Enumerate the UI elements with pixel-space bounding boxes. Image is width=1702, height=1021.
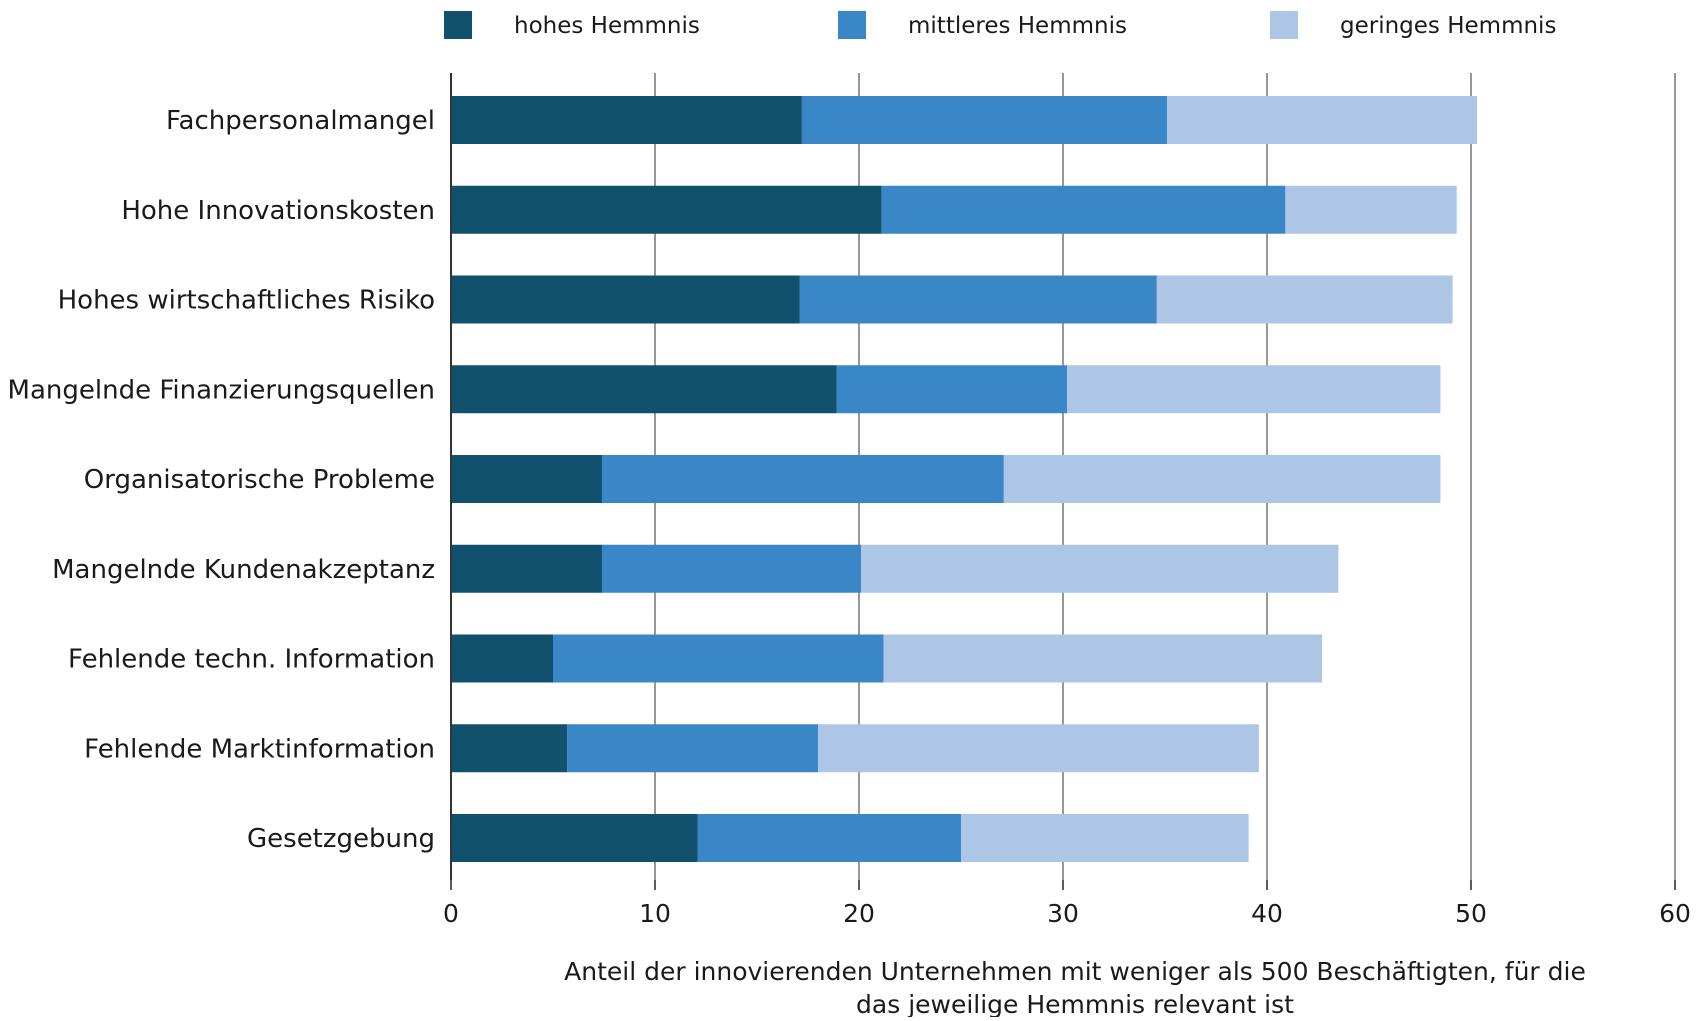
- legend-swatch-hohes-hemmnis: [444, 11, 472, 39]
- bar-gesetzgebung-mittleres-hemmnis: [697, 814, 961, 862]
- category-label-hohe-innovationskosten: Hohe Innovationskosten: [121, 196, 435, 226]
- bar-organisatorische-probleme-hohes-hemmnis: [451, 455, 602, 503]
- category-label-fehlende-marktinformation: Fehlende Marktinformation: [84, 734, 435, 764]
- bar-fachpersonalmangel-geringes-hemmnis: [1167, 96, 1478, 144]
- bar-gesetzgebung-hohes-hemmnis: [451, 814, 698, 862]
- category-label-hohes-wirtschaftliches-risiko: Hohes wirtschaftliches Risiko: [58, 286, 435, 316]
- bar-fehlende-marktinformation-geringes-hemmnis: [818, 724, 1259, 773]
- bars: [451, 96, 1478, 862]
- x-tick-label-0: 0: [443, 899, 459, 928]
- bar-group-fehlende-marktinformation: [451, 724, 1259, 773]
- bar-group-hohes-wirtschaftliches-risiko: [451, 275, 1453, 324]
- legend-swatch-mittleres-hemmnis: [838, 11, 866, 39]
- x-tick-label-60: 60: [1659, 899, 1691, 928]
- category-labels: Fachpersonalmangel Hohe Innovationskosten…: [8, 106, 435, 854]
- category-label-mangelnde-kundenakzeptanz: Mangelnde Kundenakzeptanz: [52, 555, 435, 585]
- axes: [450, 73, 1676, 890]
- legend: hohes Hemmnis mittleres Hemmnis geringes H…: [444, 11, 1556, 39]
- bar-fehlende-marktinformation-hohes-hemmnis: [451, 724, 568, 773]
- bar-group-hohe-innovationskosten: [451, 185, 1457, 234]
- bar-group-mangelnde-finanzierungsquellen: [451, 365, 1441, 414]
- bar-hohes-wirtschaftliches-risiko-hohes-hemmnis: [451, 275, 800, 324]
- bar-group-organisatorische-probleme: [451, 455, 1441, 503]
- bar-mangelnde-finanzierungsquellen-mittleres-hemmnis: [836, 365, 1068, 414]
- legend-label-hohes-hemmnis: hohes Hemmnis: [514, 13, 700, 39]
- bar-group-gesetzgebung: [451, 814, 1249, 862]
- bar-organisatorische-probleme-geringes-hemmnis: [1003, 455, 1441, 503]
- legend-label-geringes-hemmnis: geringes Hemmnis: [1340, 13, 1556, 39]
- x-axis-title-line-2: das jeweilige Hemmnis relevant ist: [856, 990, 1294, 1017]
- category-label-fachpersonalmangel: Fachpersonalmangel: [166, 106, 435, 136]
- x-tick-label-20: 20: [843, 899, 875, 928]
- bar-mangelnde-kundenakzeptanz-hohes-hemmnis: [451, 544, 602, 593]
- bar-group-mangelnde-kundenakzeptanz: [451, 544, 1339, 593]
- legend-item-geringes-hemmnis: geringes Hemmnis: [1270, 11, 1556, 39]
- bar-fehlende-techn-information-mittleres-hemmnis: [553, 634, 884, 683]
- bar-fehlende-techn-information-hohes-hemmnis: [451, 634, 553, 683]
- bar-hohe-innovationskosten-geringes-hemmnis: [1285, 185, 1457, 234]
- legend-item-hohes-hemmnis: hohes Hemmnis: [444, 11, 700, 39]
- bar-mangelnde-finanzierungsquellen-geringes-hemmnis: [1067, 365, 1441, 414]
- category-label-mangelnde-finanzierungsquellen: Mangelnde Finanzierungsquellen: [8, 375, 435, 405]
- x-tick-labels: 0 10 20 30 40 50 60: [443, 899, 1691, 928]
- x-axis-title: Anteil der innovierenden Unternehmen mit…: [564, 957, 1586, 1019]
- x-tick-label-10: 10: [639, 899, 671, 928]
- bar-group-fehlende-techn-information: [451, 634, 1323, 683]
- bar-group-fachpersonalmangel: [451, 96, 1478, 144]
- x-tick-label-30: 30: [1047, 899, 1079, 928]
- x-tick-label-50: 50: [1455, 899, 1487, 928]
- bar-hohe-innovationskosten-mittleres-hemmnis: [881, 185, 1286, 234]
- bar-hohe-innovationskosten-hohes-hemmnis: [451, 185, 882, 234]
- bar-fachpersonalmangel-hohes-hemmnis: [451, 96, 802, 144]
- bar-gesetzgebung-geringes-hemmnis: [961, 814, 1249, 862]
- bar-mangelnde-finanzierungsquellen-hohes-hemmnis: [451, 365, 837, 414]
- bar-hohes-wirtschaftliches-risiko-mittleres-hemmnis: [799, 275, 1157, 324]
- x-tick-label-40: 40: [1251, 899, 1283, 928]
- bar-fachpersonalmangel-mittleres-hemmnis: [801, 96, 1168, 144]
- x-axis-title-line-1: Anteil der innovierenden Unternehmen mit…: [564, 957, 1586, 986]
- bar-hohes-wirtschaftliches-risiko-geringes-hemmnis: [1156, 275, 1453, 324]
- category-label-gesetzgebung: Gesetzgebung: [247, 824, 435, 854]
- bar-organisatorische-probleme-mittleres-hemmnis: [601, 455, 1004, 503]
- category-label-organisatorische-probleme: Organisatorische Probleme: [84, 465, 435, 495]
- category-label-fehlende-techn-information: Fehlende techn. Information: [68, 645, 435, 675]
- legend-swatch-geringes-hemmnis: [1270, 11, 1298, 39]
- legend-label-mittleres-hemmnis: mittleres Hemmnis: [908, 13, 1127, 39]
- bar-fehlende-techn-information-geringes-hemmnis: [883, 634, 1323, 683]
- bar-mangelnde-kundenakzeptanz-geringes-hemmnis: [861, 544, 1339, 593]
- bar-fehlende-marktinformation-mittleres-hemmnis: [567, 724, 819, 773]
- bar-mangelnde-kundenakzeptanz-mittleres-hemmnis: [601, 544, 862, 593]
- legend-item-mittleres-hemmnis: mittleres Hemmnis: [838, 11, 1127, 39]
